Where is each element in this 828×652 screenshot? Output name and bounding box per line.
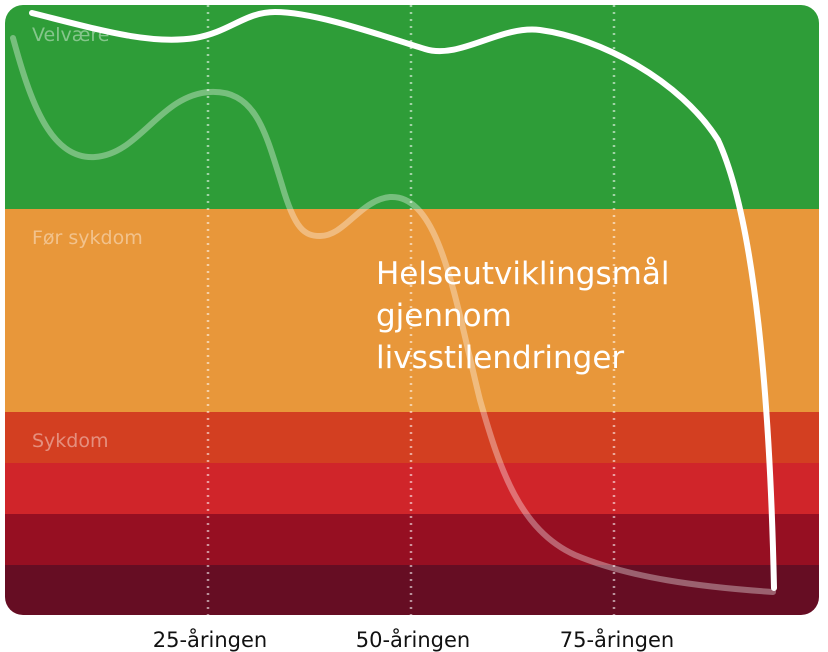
zone-illness-band <box>5 514 819 565</box>
diagram-title-line: livsstilendringer <box>376 340 624 376</box>
typical-trajectory-curve <box>10 35 776 595</box>
target-trajectory-curve <box>29 8 777 591</box>
diagram-title-line: Helseutviklingsmål <box>376 256 669 292</box>
zone-label-illness: Sykdom <box>32 430 109 452</box>
x-tick-label: 50-åringen <box>356 627 471 652</box>
zone-label-pre-illness: Før sykdom <box>32 227 143 249</box>
zone-pre-illness <box>5 209 819 412</box>
diagram-title-line: gjennom <box>376 298 512 334</box>
x-tick-label: 75-åringen <box>560 627 675 652</box>
x-tick-label: 25-åringen <box>153 627 268 652</box>
zone-panel: Velvære Før sykdom Sykdom <box>5 5 819 615</box>
diagram-title: Helseutviklingsmål gjennom livsstilendri… <box>376 256 679 376</box>
